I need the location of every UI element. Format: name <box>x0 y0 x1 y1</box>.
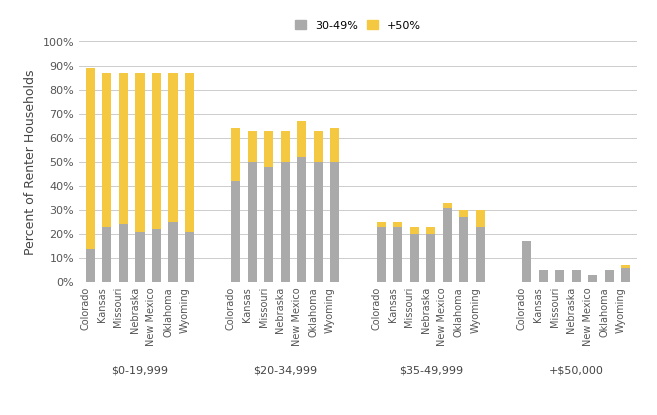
Bar <box>393 222 402 227</box>
Bar <box>410 234 419 282</box>
Bar <box>459 217 468 282</box>
Bar <box>185 73 194 232</box>
Bar <box>588 275 597 282</box>
Bar <box>86 68 95 249</box>
Bar <box>410 227 419 234</box>
Bar <box>86 249 95 282</box>
Bar <box>426 234 436 282</box>
Text: $20-34,999: $20-34,999 <box>254 366 317 376</box>
Bar <box>621 265 630 268</box>
Bar <box>314 131 323 162</box>
Bar <box>248 131 257 162</box>
Bar <box>426 227 436 234</box>
Bar <box>281 131 290 162</box>
Text: $0-19,999: $0-19,999 <box>112 366 168 376</box>
Bar <box>476 227 485 282</box>
Bar <box>298 121 306 157</box>
Bar <box>102 227 112 282</box>
Bar <box>298 157 306 282</box>
Text: +$50,000: +$50,000 <box>549 366 604 376</box>
Bar <box>330 162 340 282</box>
Bar <box>168 222 177 282</box>
Bar <box>555 270 564 282</box>
Bar <box>281 162 290 282</box>
Bar <box>443 208 452 282</box>
Bar <box>459 210 468 217</box>
Bar <box>168 73 177 222</box>
Bar <box>376 227 386 282</box>
Bar <box>135 73 145 232</box>
Bar <box>102 73 112 227</box>
Text: $35-49,999: $35-49,999 <box>399 366 463 376</box>
Bar <box>522 241 531 282</box>
Bar <box>621 268 630 282</box>
Bar <box>476 210 485 227</box>
Bar <box>443 203 452 208</box>
Bar <box>231 181 240 282</box>
Bar <box>152 73 161 229</box>
Bar <box>330 128 340 162</box>
Bar <box>376 222 386 227</box>
Bar <box>393 227 402 282</box>
Legend: 30-49%, +50%: 30-49%, +50% <box>291 16 425 35</box>
Bar <box>248 162 257 282</box>
Bar <box>539 270 548 282</box>
Bar <box>264 131 273 167</box>
Bar <box>264 167 273 282</box>
Bar <box>604 270 614 282</box>
Bar <box>152 229 161 282</box>
Bar <box>572 270 581 282</box>
Bar <box>185 232 194 282</box>
Bar <box>314 162 323 282</box>
Bar <box>119 73 128 225</box>
Y-axis label: Percent of Renter Households: Percent of Renter Households <box>24 69 37 254</box>
Bar <box>119 225 128 282</box>
Bar <box>135 232 145 282</box>
Bar <box>231 128 240 181</box>
